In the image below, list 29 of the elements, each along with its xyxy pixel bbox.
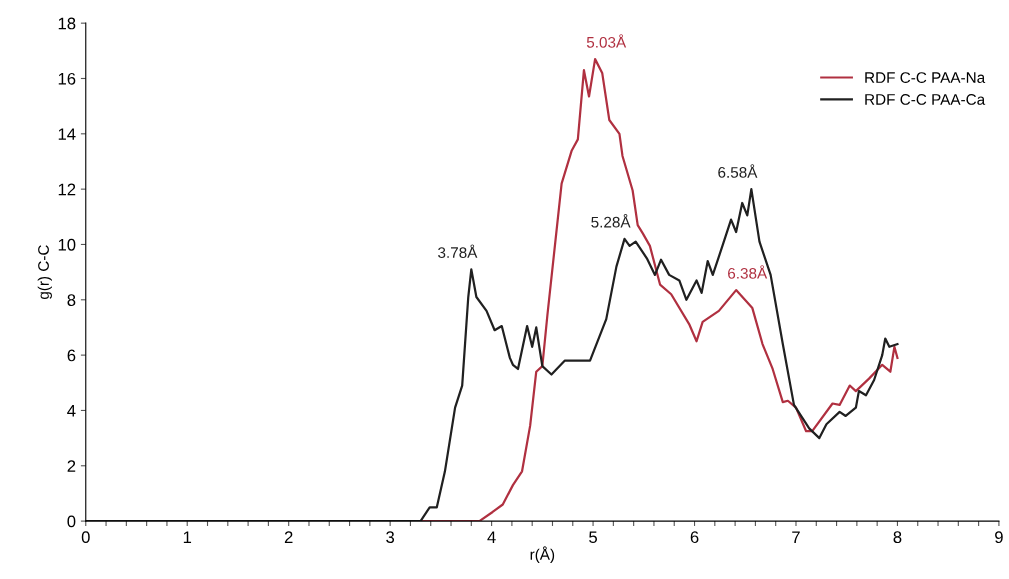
annotation: 5.28Å <box>591 214 631 228</box>
legend-label: RDF C-C PAA-Ca <box>865 94 986 105</box>
y-tick-label: 0 <box>67 515 76 528</box>
y-tick-label: 16 <box>58 72 76 85</box>
x-tick-label: 6 <box>690 531 699 544</box>
y-tick-label: 4 <box>67 405 76 417</box>
x-tick-label: 4 <box>487 531 496 543</box>
x-tick-label: 9 <box>995 531 1003 544</box>
legend-label: RDF C-C PAA-Na <box>865 72 986 83</box>
x-tick-label: 5 <box>589 531 597 544</box>
x-tick-label: 1 <box>183 531 192 543</box>
x-tick-label: 0 <box>81 531 90 544</box>
annotation: 3.78Å <box>438 244 478 259</box>
y-tick-label: 14 <box>58 128 76 140</box>
x-tick-label: 7 <box>792 531 800 543</box>
y-tick-label: 12 <box>58 183 76 196</box>
x-tick-label: 8 <box>893 531 902 544</box>
y-tick-label: 10 <box>58 238 76 251</box>
y-tick-label: 8 <box>67 294 76 306</box>
annotation: 6.38Å <box>728 265 768 279</box>
annotation: 5.03Å <box>586 34 627 48</box>
x-tick-label: 3 <box>386 531 395 544</box>
annotation: 6.58Å <box>718 164 758 178</box>
y-tick-label: 18 <box>58 17 76 30</box>
y-tick-label: 6 <box>67 349 76 362</box>
y-tick-label: 2 <box>67 460 76 472</box>
y-axis-title: g(r) C-C <box>37 245 52 300</box>
x-axis-title: r(Å) <box>530 546 555 563</box>
x-tick-label: 2 <box>284 531 293 543</box>
